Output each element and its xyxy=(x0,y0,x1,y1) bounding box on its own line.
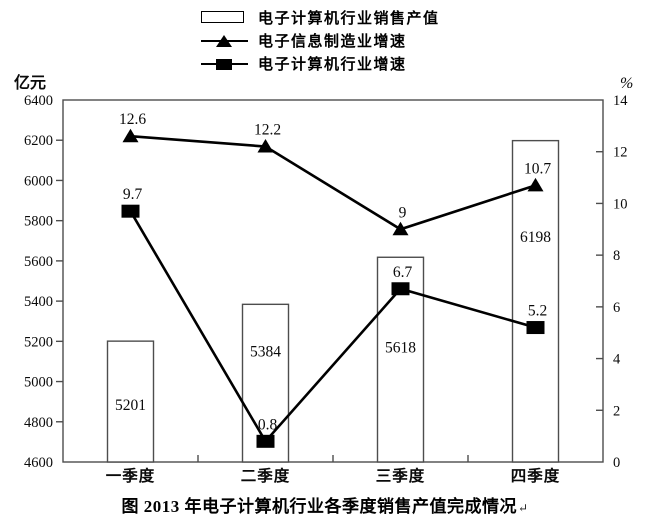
triangle-marker-q4 xyxy=(527,177,544,192)
legend-item-sales-value: 电子计算机行业销售产值 xyxy=(201,6,440,29)
bar-q4 xyxy=(511,139,560,463)
legend-label-computer-industry-growth: 电子计算机行业增速 xyxy=(258,57,407,73)
left-axis-tick-label: 5400 xyxy=(24,294,53,310)
bar-value-label: 5384 xyxy=(250,344,281,361)
bar-q1 xyxy=(106,340,155,463)
legend-label-info-manufacturing-growth: 电子信息制造业增速 xyxy=(258,34,407,50)
right-axis-tick-label: 4 xyxy=(613,352,621,368)
left-axis-tick-label: 6400 xyxy=(24,93,53,109)
square-marker-q1 xyxy=(121,204,140,218)
square-marker-q2 xyxy=(256,434,275,448)
left-axis-tick-label: 5000 xyxy=(24,375,53,391)
caption-text: 图 2013 年电子计算机行业各季度销售产值完成情况 xyxy=(121,497,517,516)
triangle-value-label: 12.6 xyxy=(119,111,146,128)
legend-label-sales-value: 电子计算机行业销售产值 xyxy=(258,11,440,27)
left-axis-tick-label: 5800 xyxy=(24,214,53,230)
right-axis-tick-label: 8 xyxy=(613,248,620,264)
bar-outline-swatch-icon xyxy=(201,10,248,25)
bar-value-label: 5201 xyxy=(115,397,146,414)
right-axis-tick-label: 0 xyxy=(613,455,620,471)
right-axis-tick-label: 10 xyxy=(613,196,628,212)
x-axis-category-label: 一季度 xyxy=(106,466,156,485)
left-axis-tick-label: 6200 xyxy=(24,133,53,149)
x-axis-category-label: 二季度 xyxy=(241,466,291,485)
triangle-marker-q3 xyxy=(392,221,409,236)
triangle-marker-q1 xyxy=(122,128,139,143)
right-axis-tick-label: 6 xyxy=(613,300,620,316)
left-axis-unit-label: 亿元 xyxy=(14,73,46,92)
bar-value-label: 6198 xyxy=(520,229,551,246)
square-value-label: 5.2 xyxy=(528,303,547,320)
left-axis-tick-label: 5200 xyxy=(24,334,53,350)
left-axis-tick-label: 4800 xyxy=(24,415,53,431)
x-axis-category-label: 四季度 xyxy=(511,466,561,485)
left-axis-tick-label: 4600 xyxy=(24,455,53,471)
bar-value-label: 5618 xyxy=(385,339,416,356)
square-value-label: 6.7 xyxy=(393,264,413,281)
square-marker-q3 xyxy=(391,282,410,296)
word-return-mark: ↵ xyxy=(517,501,529,515)
legend-item-computer-industry-growth: 电子计算机行业增速 xyxy=(201,52,440,75)
square-value-label: 0.8 xyxy=(258,416,278,433)
triangle-value-label: 10.7 xyxy=(524,160,551,177)
right-axis-tick-label: 14 xyxy=(613,93,628,109)
x-axis-category-label: 三季度 xyxy=(376,466,426,485)
right-axis-tick-label: 2 xyxy=(613,403,620,419)
triangle-value-label: 12.2 xyxy=(254,122,281,139)
square-value-label: 9.7 xyxy=(123,186,143,203)
chart-legend: 电子计算机行业销售产值 电子信息制造业增速 电子计算机行业增速 xyxy=(201,6,440,75)
right-axis-tick-label: 12 xyxy=(613,145,628,161)
legend-item-info-manufacturing-growth: 电子信息制造业增速 xyxy=(201,29,440,52)
triangle-line-swatch-icon xyxy=(201,33,248,48)
square-series-line xyxy=(129,210,536,444)
square-marker-q4 xyxy=(526,321,545,335)
square-line-swatch-icon xyxy=(201,56,248,71)
figure-caption: 图 2013 年电子计算机行业各季度销售产值完成情况↵ xyxy=(0,492,650,517)
triangle-marker-q2 xyxy=(257,139,274,153)
triangle-value-label: 9 xyxy=(399,204,407,221)
left-axis-tick-label: 5600 xyxy=(24,254,53,270)
right-axis-unit-label: % xyxy=(620,75,633,92)
triangle-series-line xyxy=(130,134,536,231)
left-axis-tick-label: 6000 xyxy=(24,173,53,189)
